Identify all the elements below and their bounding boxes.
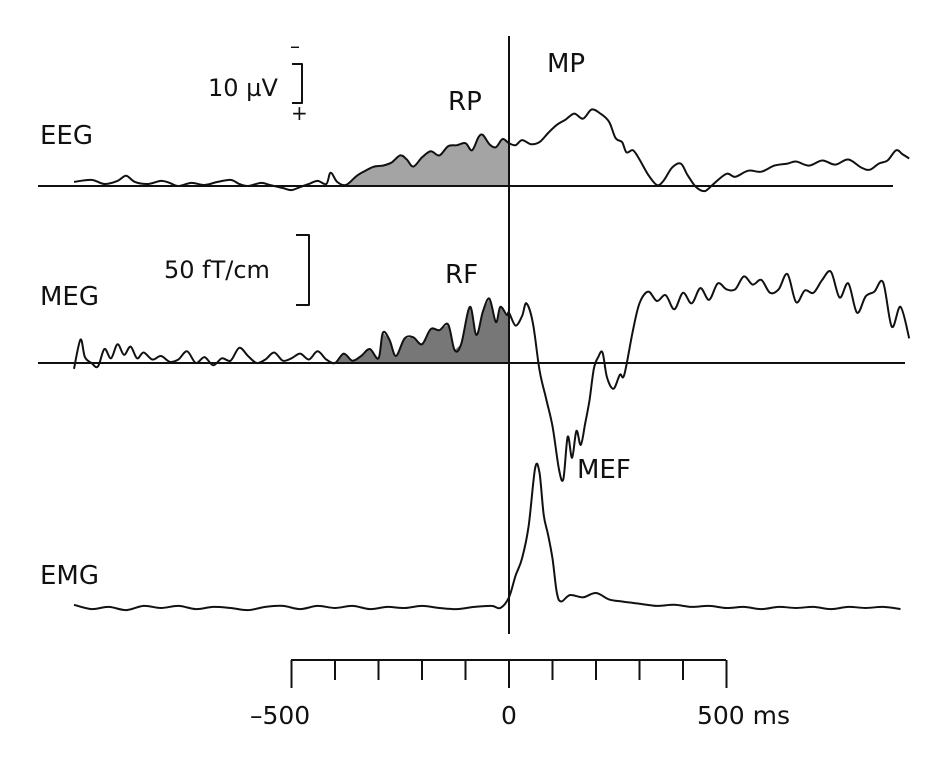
tick-label-minus500: –500 xyxy=(250,701,310,730)
eeg-scale-plus: + xyxy=(291,101,308,125)
emg-label: EMG xyxy=(40,561,99,591)
time-axis: –500 0 500 ms xyxy=(250,659,790,730)
emg-trace xyxy=(73,462,901,612)
eeg-scale-bracket xyxy=(292,63,303,104)
tick-label-0: 0 xyxy=(501,701,517,730)
signal-traces xyxy=(73,108,911,612)
eeg-shaded-rp xyxy=(345,135,509,186)
mef-label: MEF xyxy=(577,455,631,485)
eeg-trace xyxy=(73,108,910,193)
meg-scale-label: 50 fT/cm xyxy=(164,256,270,284)
meg-label: MEG xyxy=(40,282,99,312)
shaded-regions xyxy=(335,135,509,363)
rp-label: RP xyxy=(448,87,482,117)
rf-label: RF xyxy=(445,260,478,290)
eeg-scale-label: 10 µV xyxy=(208,74,278,102)
time-axis-ticks xyxy=(290,660,728,688)
mp-label: MP xyxy=(547,49,585,79)
meg-scale-bar: 50 fT/cm xyxy=(164,234,310,306)
eeg-label: EEG xyxy=(40,121,93,151)
eeg-scale-bar: 10 µV – + xyxy=(208,34,308,125)
eeg-scale-minus: – xyxy=(290,34,300,58)
meg-trace xyxy=(73,270,911,482)
meg-shaded-rf xyxy=(335,298,509,363)
tick-label-500: 500 ms xyxy=(697,701,790,730)
meg-scale-bracket xyxy=(296,234,310,306)
